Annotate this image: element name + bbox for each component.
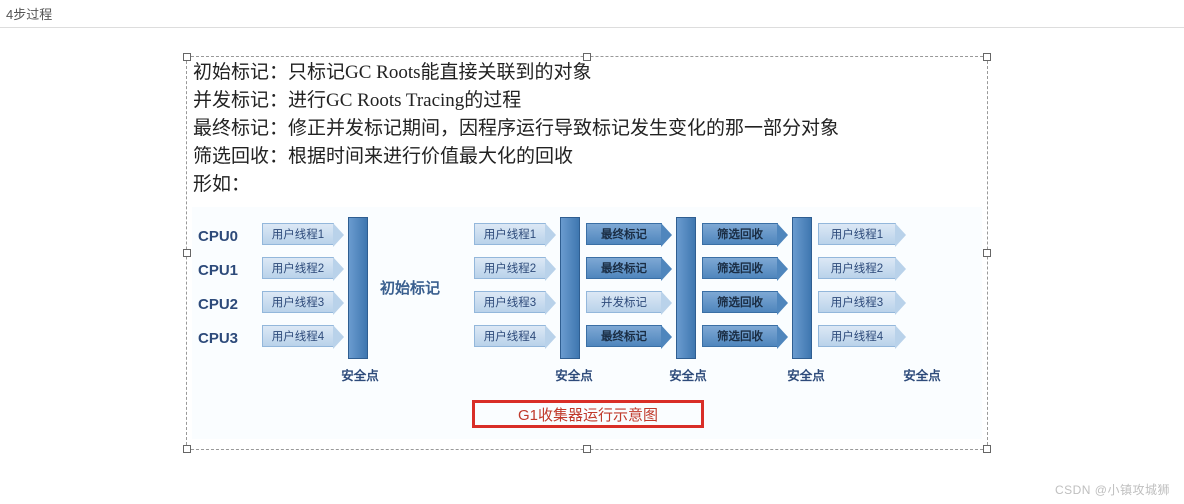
watermark: CSDN @小镇攻城狮 [1055,481,1170,498]
selection-box: 初始标记：只标记GC Roots能直接关联到的对象 并发标记：进行GC Root… [186,56,988,450]
text-line: 筛选回收：根据时间来进行价值最大化的回收 [193,143,981,171]
phase-arrow: 筛选回收 [702,325,778,347]
phase-arrow: 用户线程3 [474,291,546,313]
sync-bar [348,217,368,359]
handle-n[interactable] [583,53,591,61]
text-line: 初始标记：只标记GC Roots能直接关联到的对象 [193,59,981,87]
cpu-label: CPU2 [198,287,260,321]
phase-arrow: 用户线程4 [262,325,334,347]
g1-diagram: CPU0 CPU1 CPU2 CPU3 初始标记 G1收集器运行示意图 用户线程… [192,207,982,439]
handle-sw[interactable] [183,445,191,453]
handle-e[interactable] [983,249,991,257]
phase-arrow: 最终标记 [586,325,662,347]
handle-se[interactable] [983,445,991,453]
diagram-caption: G1收集器运行示意图 [472,400,704,428]
phase-arrow: 筛选回收 [702,223,778,245]
safepoint-label: 安全点 [776,365,836,384]
text-line: 并发标记：进行GC Roots Tracing的过程 [193,87,981,115]
phase-arrow: 用户线程1 [818,223,896,245]
safepoint-label: 安全点 [658,365,718,384]
cpu-label: CPU1 [198,253,260,287]
description-text: 初始标记：只标记GC Roots能直接关联到的对象 并发标记：进行GC Root… [187,57,987,207]
phase-arrow: 用户线程1 [474,223,546,245]
cpu-column: CPU0 CPU1 CPU2 CPU3 [198,219,260,355]
phase-arrow: 用户线程3 [818,291,896,313]
handle-w[interactable] [183,249,191,257]
phase-arrow: 最终标记 [586,257,662,279]
safepoint-label: 安全点 [544,365,604,384]
handle-nw[interactable] [183,53,191,61]
sync-bar [792,217,812,359]
phase-arrow: 用户线程4 [474,325,546,347]
phase-arrow: 用户线程2 [818,257,896,279]
phase-arrow: 用户线程2 [262,257,334,279]
sync-bar [560,217,580,359]
text-line: 形如： [193,171,981,199]
sync-bar [676,217,696,359]
phase-arrow: 用户线程3 [262,291,334,313]
handle-s[interactable] [583,445,591,453]
page-header: 4步过程 [0,0,1184,28]
safepoint-label: 安全点 [330,365,390,384]
phase-arrow: 用户线程4 [818,325,896,347]
safepoint-label: 安全点 [892,365,952,384]
phase-arrow: 并发标记 [586,291,662,313]
phase-arrow: 最终标记 [586,223,662,245]
header-title: 4步过程 [6,7,52,22]
cpu-label: CPU0 [198,219,260,253]
init-mark-label: 初始标记 [380,277,440,298]
cpu-label: CPU3 [198,321,260,355]
handle-ne[interactable] [983,53,991,61]
text-line: 最终标记：修正并发标记期间，因程序运行导致标记发生变化的那一部分对象 [193,115,981,143]
phase-arrow: 用户线程1 [262,223,334,245]
phase-arrow: 筛选回收 [702,257,778,279]
phase-arrow: 筛选回收 [702,291,778,313]
phase-arrow: 用户线程2 [474,257,546,279]
